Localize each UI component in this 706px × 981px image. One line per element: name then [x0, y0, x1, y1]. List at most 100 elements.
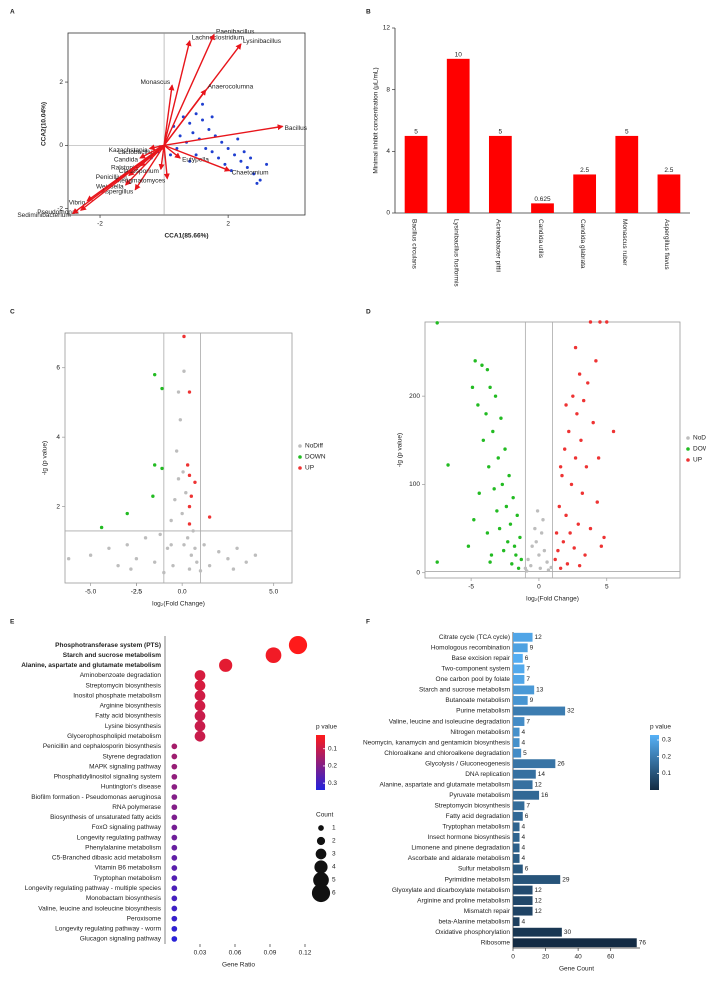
panel-label: D — [366, 309, 371, 316]
point — [466, 544, 471, 548]
point — [492, 487, 496, 491]
bubble — [171, 824, 178, 831]
point — [236, 137, 240, 141]
category-label: Purine metabolism — [456, 708, 510, 715]
bar — [657, 174, 681, 213]
point — [477, 491, 481, 495]
arrow — [163, 89, 207, 146]
point — [512, 544, 517, 548]
point — [588, 526, 593, 531]
point — [476, 403, 480, 407]
point — [194, 153, 198, 157]
bubble — [171, 865, 178, 871]
point — [187, 504, 192, 509]
point — [187, 522, 192, 526]
category-label: Phenylalanine metabolism — [85, 844, 161, 851]
point — [182, 543, 186, 547]
bar — [513, 717, 525, 726]
bar — [513, 769, 536, 779]
point — [191, 131, 195, 135]
point — [242, 150, 246, 154]
bar — [513, 822, 520, 832]
point — [210, 115, 214, 119]
size-legend-swatch — [311, 883, 331, 903]
x-axis-title: log₂(Fold Change) — [526, 596, 579, 603]
x-axis-title: log₂(Fold Change) — [152, 601, 205, 608]
bubble — [171, 844, 178, 851]
arrow-label: Lysinibacillus — [243, 38, 282, 45]
y-axis-title: -lg (p value) — [42, 441, 49, 475]
bar — [488, 135, 512, 213]
bar — [615, 135, 639, 213]
point — [153, 560, 157, 564]
bubble — [171, 855, 178, 861]
bar — [513, 875, 561, 884]
bar — [513, 896, 533, 906]
bubble — [171, 885, 178, 892]
point — [129, 567, 133, 571]
x-tick-label: -2.5 — [131, 589, 143, 596]
point — [487, 465, 491, 469]
arrow-label: Cladosporium — [119, 168, 159, 175]
point — [174, 449, 179, 453]
bar — [513, 643, 528, 653]
point — [223, 162, 227, 166]
point — [181, 470, 185, 474]
bar — [513, 885, 533, 895]
point — [125, 543, 129, 547]
value-label: 32 — [567, 708, 575, 715]
point — [480, 363, 484, 367]
bubble — [194, 670, 206, 681]
arrow — [163, 124, 284, 147]
x-tick-label: 2 — [226, 221, 230, 228]
point — [499, 416, 503, 420]
point — [188, 159, 192, 163]
point — [501, 548, 506, 553]
point — [557, 504, 561, 509]
point — [217, 550, 221, 554]
bar — [513, 664, 525, 674]
panel-label: A — [10, 9, 15, 16]
bar — [446, 58, 470, 214]
value-label: 4 — [522, 918, 526, 925]
point — [510, 562, 514, 566]
point — [564, 513, 568, 518]
category-label: Tryptophan metabolism — [93, 875, 161, 882]
bubble — [194, 680, 206, 691]
point — [605, 320, 609, 324]
point — [169, 518, 173, 523]
category-label: Streptomycin biosynthesis — [434, 803, 510, 810]
category-label: Two-component system — [441, 666, 510, 673]
category-label: FoxO signaling pathway — [92, 824, 162, 831]
category-label: Arginine and proline metabolism — [417, 897, 510, 904]
category-label: Phosphatidylinositol signaling system — [54, 774, 161, 781]
x-axis-title: CCA1(85.66%) — [164, 233, 208, 240]
point — [66, 556, 71, 561]
point — [503, 447, 507, 451]
y-axis-title: CCA2(10.04%) — [41, 102, 48, 146]
value-label: 12 — [535, 908, 543, 915]
bar — [513, 727, 520, 737]
legend-label: UP — [305, 465, 314, 472]
point — [194, 112, 198, 116]
category-label: Lysinibacillus fusiformis — [452, 219, 459, 287]
bubble — [171, 814, 178, 821]
category-label: Insect hormone biosynthesis — [428, 834, 511, 841]
point — [565, 562, 570, 566]
point — [193, 480, 197, 485]
bubble — [171, 834, 178, 841]
value-label: 7 — [526, 666, 530, 673]
plot-frame — [64, 332, 293, 584]
point — [217, 156, 221, 160]
category-label: Monascus ruber — [621, 219, 628, 266]
category-label: Arginine biosynthesis — [100, 703, 162, 710]
arrow-label: Kazachstania — [109, 147, 148, 154]
value-label: 4 — [522, 729, 526, 736]
category-label: Nitrogen metabolism — [450, 729, 510, 736]
bubble — [194, 700, 206, 712]
point — [182, 334, 186, 339]
arrow — [163, 39, 192, 146]
point — [567, 429, 571, 434]
y-tick-label: 4 — [386, 148, 390, 155]
x-tick-label: 5.0 — [269, 589, 278, 596]
